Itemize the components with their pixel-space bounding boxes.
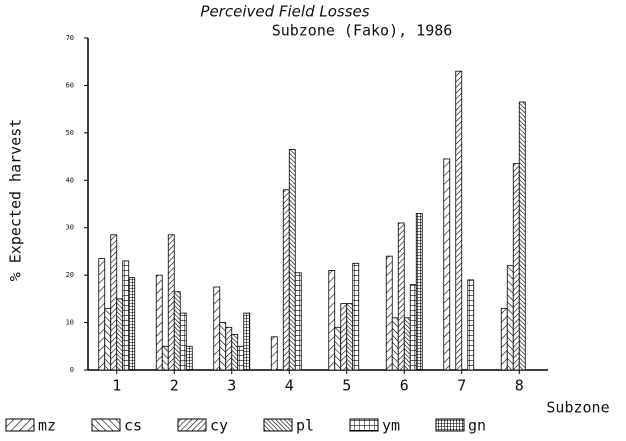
- legend-label: pl: [296, 417, 314, 435]
- x-tick-label: 5: [342, 377, 351, 395]
- bar: [352, 262, 360, 371]
- bar: [391, 317, 399, 371]
- bar: [185, 345, 193, 371]
- bar: [455, 70, 463, 371]
- bar: [231, 334, 239, 371]
- bar: [409, 284, 417, 371]
- bar: [104, 307, 112, 371]
- bar: [403, 317, 411, 371]
- bar: [282, 189, 290, 371]
- bar: [415, 213, 423, 371]
- x-tick-label: 7: [457, 377, 466, 395]
- y-axis-label: % Expected harvest: [7, 119, 25, 282]
- legend-label: gn: [468, 417, 486, 435]
- y-tick-label: 20: [66, 271, 74, 279]
- bar: [340, 303, 348, 371]
- legend-label: cy: [210, 417, 228, 435]
- bar: [110, 234, 118, 371]
- legend-swatch: [5, 418, 35, 432]
- y-tick-label: 60: [66, 81, 74, 89]
- bar: [288, 149, 296, 371]
- bar: [213, 286, 221, 371]
- bar: [500, 307, 508, 371]
- y-tick-label: 0: [70, 366, 74, 374]
- bar: [179, 312, 187, 371]
- bar: [334, 326, 342, 371]
- legend-swatch: [177, 418, 207, 432]
- chart-title: Perceived Field Losses: [200, 3, 369, 21]
- bar: [161, 345, 169, 371]
- y-tick-label: 50: [66, 129, 74, 137]
- bar: [385, 255, 393, 371]
- bar: [122, 260, 130, 371]
- bar: [512, 163, 520, 371]
- bar: [443, 158, 451, 371]
- bar: [237, 345, 245, 371]
- legend-swatch: [263, 418, 293, 432]
- x-tick-label: 2: [170, 377, 179, 395]
- bar: [467, 279, 475, 371]
- chart-subtitle: Subzone (Fako), 1986: [272, 22, 453, 40]
- bar: [328, 269, 336, 371]
- bar: [397, 222, 405, 371]
- legend-label: mz: [38, 417, 56, 435]
- bar: [116, 298, 124, 371]
- legend-swatch: [349, 418, 379, 432]
- x-tick-label: 8: [515, 377, 524, 395]
- bar: [346, 303, 354, 371]
- x-axis-label: Subzone: [546, 399, 609, 417]
- x-tick-label: 3: [227, 377, 236, 395]
- bar: [155, 274, 163, 371]
- legend-swatch: [435, 418, 465, 432]
- legend-label: cs: [124, 417, 142, 435]
- x-tick-label: 6: [400, 377, 409, 395]
- bar: [506, 265, 514, 371]
- x-tick-label: 4: [285, 377, 294, 395]
- bar: [98, 258, 106, 371]
- bar: [219, 322, 227, 371]
- bar: [173, 291, 181, 371]
- bar: [128, 277, 136, 371]
- bar: [270, 336, 278, 371]
- bar: [518, 101, 526, 371]
- y-tick-label: 70: [66, 34, 74, 42]
- bar: [167, 234, 175, 371]
- y-tick-label: 10: [66, 319, 74, 327]
- legend-swatch: [91, 418, 121, 432]
- y-tick-label: 40: [66, 176, 74, 184]
- y-tick-label: 30: [66, 224, 74, 232]
- legend-label: ym: [382, 417, 400, 435]
- bar: [294, 272, 302, 371]
- bar: [243, 312, 251, 371]
- x-tick-label: 1: [112, 377, 121, 395]
- bar: [225, 326, 233, 371]
